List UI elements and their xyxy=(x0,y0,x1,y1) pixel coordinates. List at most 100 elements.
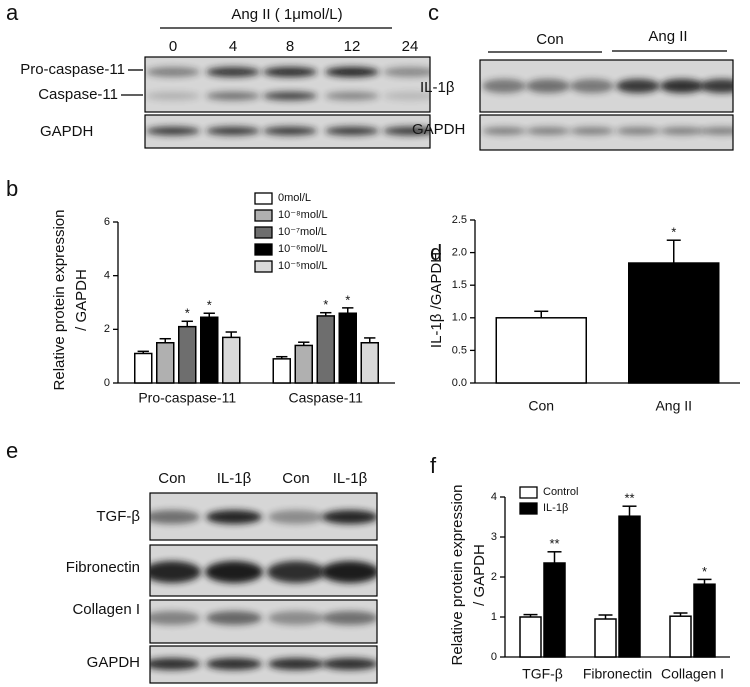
blot-band xyxy=(482,79,526,93)
legend-swatch xyxy=(254,260,273,273)
legend-swatch xyxy=(254,226,273,239)
blot-band xyxy=(268,611,324,625)
legend-label: 10⁻⁶mol/L xyxy=(278,243,327,255)
blot-band xyxy=(263,67,317,77)
blot-band xyxy=(383,126,430,136)
blot-band xyxy=(150,510,200,524)
y-tick-label: 1.5 xyxy=(452,279,467,291)
bar xyxy=(178,325,197,384)
panel-label: e xyxy=(6,438,18,463)
significance-mark: ** xyxy=(624,491,634,506)
bar xyxy=(495,317,587,384)
bar xyxy=(200,316,219,384)
treatment-label: Ang II ( 1μmol/L) xyxy=(231,6,342,23)
legend-swatch xyxy=(254,192,273,205)
legend-label: 0mol/L xyxy=(278,192,311,204)
bar xyxy=(294,344,313,384)
y-tick-label: 4 xyxy=(104,270,110,282)
lane-label: IL-1β xyxy=(333,470,368,487)
blot-band xyxy=(482,127,526,135)
y-tick-label: 1 xyxy=(491,611,497,623)
significance-mark: * xyxy=(185,306,190,321)
y-tick-label: 4 xyxy=(491,491,497,503)
lane-label: Con xyxy=(282,470,310,487)
blot-band xyxy=(700,127,733,135)
legend-label: 10⁻⁵mol/L xyxy=(278,260,328,272)
y-tick-label: 0 xyxy=(491,651,497,663)
panel-label: a xyxy=(6,0,19,25)
group-label: Con xyxy=(536,31,564,48)
blot-band xyxy=(206,510,262,524)
lane-label: IL-1β xyxy=(217,470,252,487)
blot-band xyxy=(322,510,377,524)
blot-band xyxy=(660,79,704,93)
panel-label: b xyxy=(6,176,18,201)
y-tick-label: 6 xyxy=(104,216,110,228)
blot-band xyxy=(570,79,614,93)
blot-band xyxy=(268,510,324,524)
bar xyxy=(222,336,241,384)
y-axis-label: IL-1β /GAPDH xyxy=(428,252,445,348)
blot-band xyxy=(660,127,704,135)
y-axis-label: Relative protein expression xyxy=(449,485,466,666)
panel-label: c xyxy=(428,0,439,25)
blot-band xyxy=(322,611,377,625)
row-label: Collagen I xyxy=(72,601,140,618)
row-label: Pro-caspase-11 xyxy=(20,61,125,78)
blot-band xyxy=(263,126,317,136)
x-tick-label: Pro-caspase-11 xyxy=(138,390,236,406)
blot-band xyxy=(206,91,260,101)
bar xyxy=(360,342,379,384)
x-tick-label: Con xyxy=(528,398,554,414)
blot-band xyxy=(700,79,733,93)
x-tick-label: Collagen I xyxy=(661,666,724,682)
lane-label: 0 xyxy=(169,38,177,55)
lane-label: Con xyxy=(158,470,186,487)
bar xyxy=(618,515,641,658)
bar xyxy=(594,618,617,658)
y-tick-label: 0 xyxy=(104,377,110,389)
x-tick-label: Fibronectin xyxy=(583,666,652,682)
blot-band xyxy=(322,658,377,670)
blot-band xyxy=(263,91,317,101)
bar xyxy=(628,262,720,384)
panel-label: f xyxy=(430,453,437,478)
bar xyxy=(134,352,153,384)
y-tick-label: 0.5 xyxy=(452,344,467,356)
legend-swatch xyxy=(519,486,538,499)
y-tick-label: 2.5 xyxy=(452,214,467,226)
blot-band xyxy=(268,658,324,670)
blot-band xyxy=(325,67,379,77)
blot-band xyxy=(150,658,200,670)
y-tick-label: 0.0 xyxy=(452,377,467,389)
blot-band xyxy=(526,127,570,135)
legend-label: 10⁻⁸mol/L xyxy=(278,209,328,221)
lane-label: 12 xyxy=(344,38,361,55)
legend-swatch xyxy=(519,502,538,515)
blot-band xyxy=(206,126,260,136)
significance-mark: * xyxy=(207,298,212,313)
lane-label: 24 xyxy=(402,38,419,55)
legend-label: Control xyxy=(543,486,578,498)
row-label: TGF-β xyxy=(96,508,140,525)
legend-label: IL-1β xyxy=(543,502,568,514)
blot-band xyxy=(321,561,377,583)
blot-band xyxy=(325,91,379,101)
significance-mark: * xyxy=(345,292,350,307)
significance-mark: ** xyxy=(549,536,559,551)
blot-band xyxy=(146,67,200,77)
blot-band xyxy=(206,67,260,77)
blot-band xyxy=(383,91,430,101)
blot-band xyxy=(206,611,262,625)
x-tick-label: Caspase-11 xyxy=(289,390,364,406)
row-label: GAPDH xyxy=(87,654,140,671)
bar xyxy=(338,312,357,384)
y-tick-label: 2 xyxy=(104,323,110,335)
significance-mark: * xyxy=(702,564,707,579)
y-tick-label: 3 xyxy=(491,531,497,543)
bar xyxy=(316,315,335,384)
blot-band xyxy=(205,561,263,583)
x-tick-label: Ang II xyxy=(655,398,692,414)
legend-label: 10⁻⁷mol/L xyxy=(278,226,327,238)
row-label: Caspase-11 xyxy=(38,86,118,103)
